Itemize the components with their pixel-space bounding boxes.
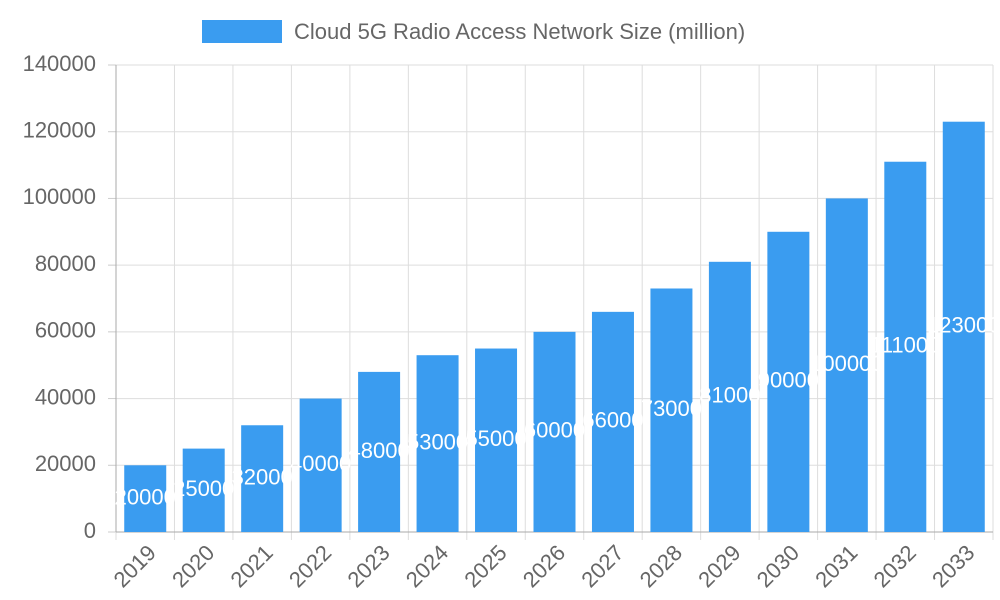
- bar: [124, 465, 167, 532]
- bar: [825, 198, 868, 532]
- x-tick-label: 2023: [342, 540, 394, 592]
- legend-label: Cloud 5G Radio Access Network Size (mill…: [294, 19, 745, 44]
- data-label: 32000: [232, 464, 293, 489]
- x-tick-label: 2022: [284, 540, 336, 592]
- data-label: 123000: [927, 313, 1000, 338]
- data-label: 53000: [407, 429, 468, 454]
- bar: [533, 331, 576, 532]
- x-tick-label: 2026: [518, 540, 570, 592]
- x-tick-label: 2025: [459, 540, 511, 592]
- bar: [650, 288, 693, 532]
- y-tick-label: 60000: [35, 318, 96, 343]
- bar: [591, 311, 634, 532]
- data-label: 73000: [641, 396, 702, 421]
- x-tick-label: 2033: [927, 540, 979, 592]
- y-tick-label: 120000: [23, 118, 96, 143]
- x-tick-label: 2027: [576, 540, 628, 592]
- x-tick-label: 2024: [401, 540, 453, 592]
- bar: [416, 355, 459, 532]
- x-tick-label: 2030: [752, 540, 804, 592]
- y-tick-label: 80000: [35, 251, 96, 276]
- data-label: 111000: [870, 333, 940, 358]
- bar: [767, 231, 810, 533]
- x-tick-label: 2032: [869, 540, 921, 592]
- x-tick-label: 2019: [109, 540, 161, 592]
- x-tick-label: 2028: [635, 540, 687, 592]
- x-tick-label: 2021: [226, 540, 278, 592]
- bar: [475, 348, 518, 532]
- x-tick-label: 2020: [167, 540, 219, 592]
- data-label: 55000: [465, 426, 526, 451]
- data-label: 66000: [582, 408, 643, 433]
- data-label: 60000: [524, 418, 585, 443]
- y-tick-label: 40000: [35, 384, 96, 409]
- bar: [299, 398, 342, 532]
- y-tick-label: 0: [84, 518, 96, 543]
- data-label: 81000: [699, 383, 760, 408]
- data-label: 20000: [115, 484, 176, 509]
- bar: [708, 261, 751, 532]
- bars: [124, 121, 985, 533]
- x-tick-label: 2031: [810, 540, 862, 592]
- data-label: 40000: [290, 451, 351, 476]
- bar: [182, 448, 225, 532]
- legend-swatch: [202, 20, 282, 43]
- bar: [884, 161, 927, 532]
- data-label: 48000: [349, 438, 410, 463]
- y-tick-label: 140000: [23, 51, 96, 76]
- data-label: 100000: [810, 351, 883, 376]
- bar: [358, 371, 401, 532]
- y-tick-label: 20000: [35, 451, 96, 476]
- y-tick-label: 100000: [23, 184, 96, 209]
- x-tick-label: 2029: [693, 540, 745, 592]
- grid: [108, 64, 994, 540]
- data-label: 90000: [758, 368, 819, 393]
- bar: [942, 121, 985, 532]
- bar: [241, 425, 284, 532]
- data-label: 25000: [173, 476, 234, 501]
